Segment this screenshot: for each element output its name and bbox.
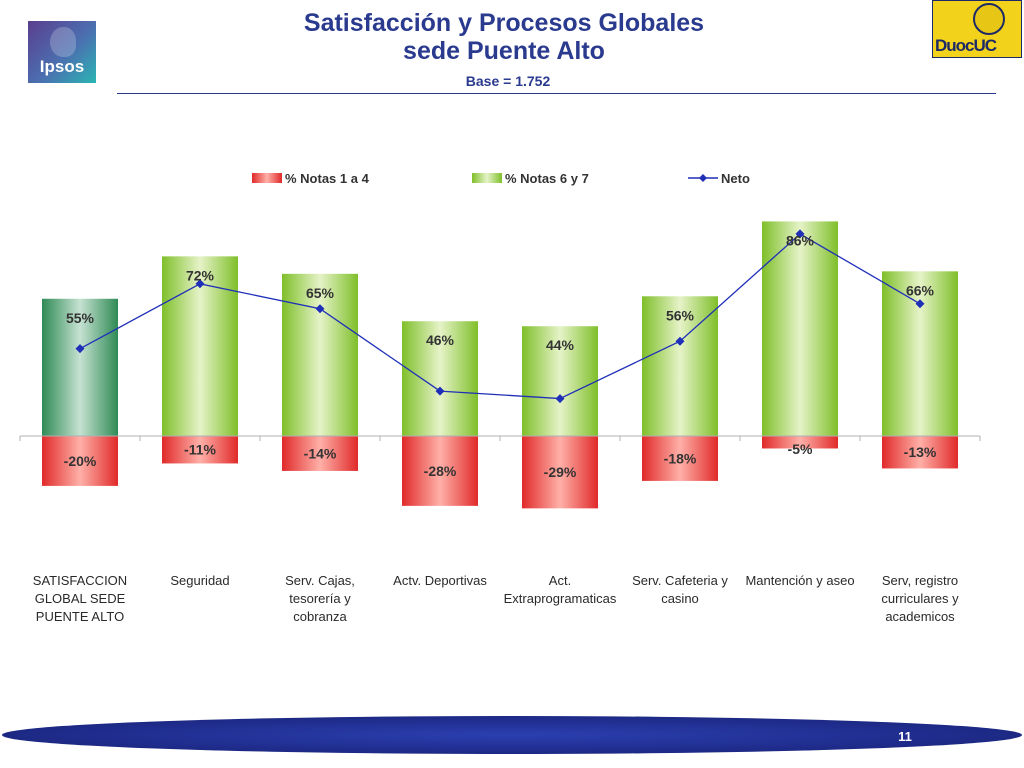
category-label: Serv. Cajas, tesorería y cobranza [285,573,355,624]
category-label: Serv, registro curriculares y academicos [881,573,959,624]
negative-data-label: -14% [304,445,337,461]
negative-bar [162,436,238,464]
positive-data-label: 65% [306,285,335,301]
neto-line-series [75,229,925,404]
chart-legend: % Notas 1 a 4 % Notas 6 y 7 Neto [252,171,750,186]
page-number: 11 [898,729,912,744]
legend-item-neto: Neto [688,171,750,186]
negative-bar [642,436,718,481]
legend-label: % Notas 6 y 7 [505,171,589,186]
neto-point [195,279,205,289]
positive-bar [402,321,478,436]
negative-bar [42,436,118,486]
positive-data-label: 44% [546,337,575,353]
footer-band [2,716,1022,754]
ipsos-logo-text: Ipsos [39,57,85,76]
positive-bar [762,221,838,436]
positive-data-label: 72% [186,267,215,283]
neto-line [79,233,921,400]
ipsos-logo-head-icon [50,27,76,57]
title-divider [117,93,996,94]
duocuc-seal-icon [973,3,1005,35]
negative-data-label: -18% [664,450,697,466]
data-labels: 55% -20% 72% -11% 65% -14% 46% -28% 44% -29% 56% -1… [64,232,937,480]
duocuc-logo-text: DuocUC [935,36,997,55]
legend-swatch [252,173,282,183]
category-label: Serv. Cafeteria y casino [632,573,728,606]
negative-data-label: -5% [788,441,813,457]
legend-swatch [472,173,502,183]
negative-bar [762,436,838,449]
negative-data-label: -13% [904,444,937,460]
category-label: Act. Extraprogramaticas [504,573,617,606]
negative-bar [882,436,958,469]
category-label: Mantención y aseo [745,573,854,588]
category-label: Seguridad [170,573,229,588]
positive-data-label: 56% [666,307,695,323]
positive-bar [42,298,118,436]
category-labels: SATISFACCION GLOBAL SEDE PUENTE ALTO Seguri… [33,573,959,624]
axis-ticks [19,436,981,441]
neto-point [75,344,85,354]
legend-label: Neto [721,171,750,186]
neto-point [675,336,685,346]
neto-point [795,229,805,239]
positive-bar [882,271,958,436]
negative-bar [402,436,478,506]
legend-swatch-marker [699,174,707,182]
positive-bar [522,326,598,436]
legend-label: % Notas 1 a 4 [285,171,370,186]
neto-point [435,386,445,396]
negative-data-label: -28% [424,463,457,479]
positive-bar [642,296,718,436]
negative-bars [42,436,958,509]
neto-point [555,394,565,404]
page-title-line-2: sede Puente Alto [403,37,605,65]
positive-bars [42,221,958,436]
positive-data-label: 55% [66,310,95,326]
neto-point [315,304,325,314]
legend-item-notas-1-4: % Notas 1 a 4 [252,171,370,186]
satisfaction-chart: % Notas 1 a 4 % Notas 6 y 7 Neto 55% -20% 72… [19,171,981,624]
negative-bar [282,436,358,471]
category-label: SATISFACCION GLOBAL SEDE PUENTE ALTO [33,573,127,624]
category-label: Actv. Deportivas [393,573,487,588]
negative-data-label: -29% [544,464,577,480]
negative-bar [522,436,598,509]
negative-data-label: -20% [64,453,97,469]
legend-item-notas-6-7: % Notas 6 y 7 [472,171,589,186]
negative-data-label: -11% [184,442,216,458]
positive-data-label: 46% [426,332,455,348]
duocuc-logo: DuocUC [932,0,1022,58]
positive-data-label: 86% [786,232,815,248]
positive-data-label: 66% [906,282,935,298]
ipsos-logo: Ipsos [28,21,96,83]
neto-point [915,299,925,309]
positive-bar [282,273,358,436]
page-title-line-1: Satisfacción y Procesos Globales [303,9,705,37]
page-subtitle: Base = 1.752 [465,73,551,89]
